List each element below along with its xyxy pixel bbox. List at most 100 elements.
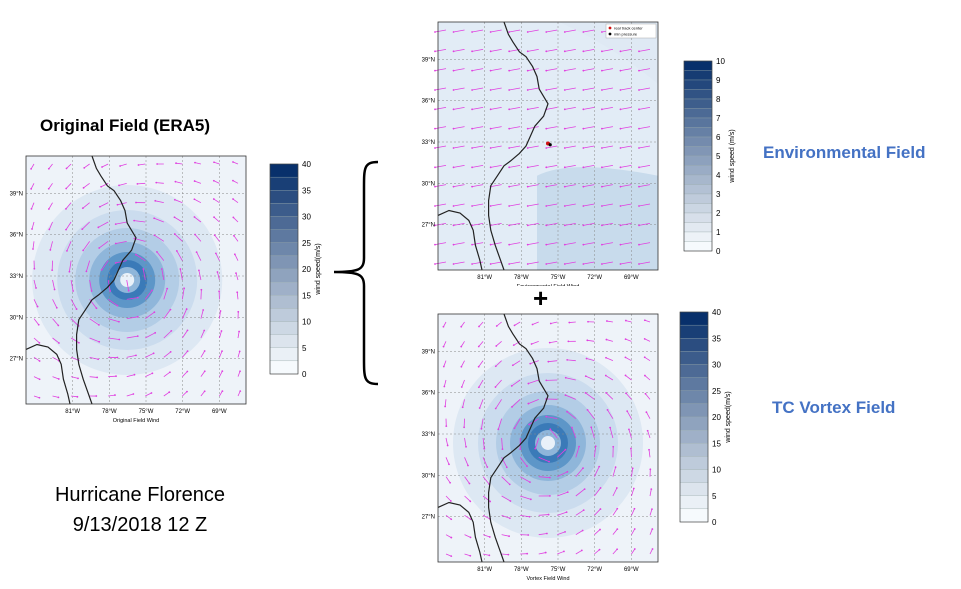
- wind-arrow: [464, 553, 471, 557]
- wind-arrow-head: [116, 203, 119, 206]
- wind-arrow-head: [624, 356, 627, 359]
- wind-arrow: [546, 222, 558, 226]
- colorbar-tick-label: 8: [716, 95, 721, 104]
- wind-arrow-head: [508, 483, 511, 486]
- colorbar-tick-label: 1: [716, 228, 721, 237]
- wind-arrow: [461, 379, 465, 388]
- wind-arrow: [115, 221, 127, 225]
- wind-arrow: [453, 29, 465, 33]
- wind-arrow-head: [508, 69, 511, 72]
- wind-arrow-head: [619, 127, 622, 130]
- wind-arrow-head: [471, 166, 473, 169]
- wind-arrow-head: [90, 290, 93, 292]
- wind-arrow-head: [237, 310, 240, 313]
- colorbar-tick-label: 3: [716, 190, 721, 199]
- wind-arrow: [527, 261, 539, 265]
- wind-arrow: [101, 163, 109, 168]
- wind-arrow: [527, 184, 539, 188]
- colorbar-label: wind speed(m/s): [315, 243, 322, 295]
- wind-arrow: [645, 393, 651, 400]
- wind-arrow: [115, 260, 127, 264]
- wind-arrow: [478, 321, 484, 327]
- vortex-field-map: 39°N 36°N 33°N 30°N 27°N 81°W 78°W 75°W 72°W 69°W…: [422, 313, 659, 582]
- wind-arrow-head: [582, 243, 585, 246]
- wind-arrow-head: [452, 166, 455, 169]
- lat-tick-label: 33°N: [422, 140, 435, 146]
- wind-arrow: [520, 514, 530, 518]
- wind-arrow: [612, 508, 618, 516]
- wind-arrow-head: [101, 166, 103, 168]
- wind-arrow-head: [508, 166, 511, 169]
- wind-arrow: [70, 356, 79, 361]
- wind-arrow: [200, 370, 206, 377]
- wind-arrow: [89, 376, 98, 378]
- wind-arrow-head: [578, 445, 580, 448]
- wind-arrow: [638, 126, 651, 130]
- wind-arrow-head: [630, 447, 632, 450]
- wind-arrow-head: [601, 205, 603, 207]
- colorbar-segment: [683, 203, 713, 214]
- colorbar-label: wind speed (m/s): [729, 129, 736, 183]
- wind-arrow: [620, 106, 632, 110]
- wind-arrow: [631, 468, 634, 477]
- wind-arrow-head: [193, 180, 196, 182]
- wind-arrow: [631, 528, 636, 535]
- wind-arrow-head: [638, 224, 640, 227]
- wind-arrow: [509, 68, 521, 72]
- wind-arrow: [564, 126, 576, 130]
- wind-arrow-head: [619, 69, 622, 72]
- colorbar-frame: [679, 311, 709, 523]
- wind-arrow-head: [132, 393, 135, 395]
- wind-arrow: [564, 203, 576, 207]
- wind-arrow-head: [32, 248, 34, 250]
- wind-arrow-head: [185, 308, 188, 310]
- wind-arrow: [137, 182, 146, 185]
- wind-arrow: [444, 399, 447, 407]
- wind-arrow: [575, 446, 580, 458]
- colorbar-segment: [679, 416, 709, 431]
- wind-arrow-head: [471, 185, 473, 188]
- wind-arrow-head: [442, 325, 445, 328]
- wind-arrow-head: [563, 50, 566, 53]
- wind-arrow: [490, 68, 502, 72]
- wind-arrow: [65, 221, 72, 230]
- colorbar-segment: [679, 324, 709, 339]
- wind-arrow: [557, 531, 566, 536]
- wind-arrow: [461, 360, 465, 367]
- wind-arrow: [175, 162, 183, 165]
- wind-arrow-head: [601, 50, 603, 53]
- wind-arrow-head: [156, 250, 158, 253]
- wind-arrow: [52, 299, 58, 308]
- wind-arrow: [601, 106, 613, 110]
- wind-arrow: [434, 222, 447, 226]
- wind-arrow-head: [564, 530, 566, 533]
- wind-arrow: [638, 106, 651, 110]
- wind-arrow: [587, 339, 595, 342]
- wind-arrow: [557, 491, 568, 497]
- wind-arrow-head: [546, 532, 548, 535]
- colorbar-segment: [679, 429, 709, 444]
- wind-arrow-head: [489, 127, 492, 130]
- wind-arrow-head: [601, 31, 603, 33]
- wind-arrow-head: [469, 536, 472, 539]
- wind-arrow-head: [529, 362, 532, 365]
- colorbar-segment: [683, 89, 713, 100]
- wind-arrow-head: [545, 166, 548, 169]
- wind-arrow-head: [136, 183, 139, 185]
- wind-arrow: [182, 350, 188, 358]
- combine-brace: [333, 160, 379, 386]
- lon-tick-label: 81°W: [65, 409, 80, 415]
- wind-arrow: [33, 318, 40, 326]
- wind-arrow-head: [601, 147, 603, 149]
- wind-arrow: [145, 311, 155, 319]
- wind-arrow: [612, 528, 618, 535]
- wind-arrow-head: [489, 147, 492, 149]
- colorbar-segment: [679, 495, 709, 510]
- wind-arrow: [233, 235, 239, 242]
- wind-arrow: [601, 87, 613, 91]
- wind-arrow: [482, 476, 490, 485]
- wind-arrow-head: [511, 406, 513, 408]
- colorbar-segment: [679, 390, 709, 405]
- wind-arrow: [69, 260, 72, 272]
